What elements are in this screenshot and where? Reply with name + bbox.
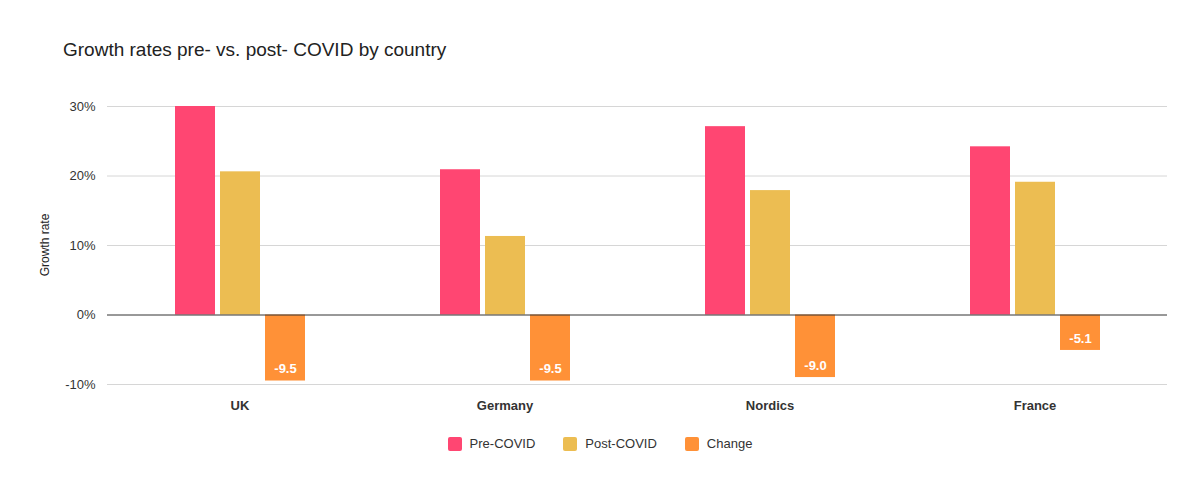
svg-text:0%: 0% <box>77 307 96 322</box>
svg-text:-9.5: -9.5 <box>274 361 296 376</box>
svg-text:10%: 10% <box>69 238 95 253</box>
svg-text:France: France <box>1014 398 1057 413</box>
svg-text:-10%: -10% <box>65 377 96 392</box>
svg-text:UK: UK <box>231 398 250 413</box>
html-text:Growth rates pre- vs. post- CO: Growth rates pre- vs. post- COVID by cou… <box>63 39 447 60</box>
svg-text:-9.0: -9.0 <box>804 358 826 373</box>
svg-text:-5.1: -5.1 <box>1069 331 1091 346</box>
html-text:Change: Change <box>706 436 753 451</box>
svg-text:20%: 20% <box>69 168 95 183</box>
html-text:Post-COVID: Post-COVID <box>585 436 657 451</box>
svg-text:Germany: Germany <box>477 398 534 413</box>
svg-text:-9.5: -9.5 <box>539 361 561 376</box>
html-text:Pre-COVID: Pre-COVID <box>469 436 536 451</box>
html-text:Growth rate: Growth rate <box>38 213 52 277</box>
svg-text:Nordics: Nordics <box>746 398 794 413</box>
svg-text:30%: 30% <box>69 99 95 114</box>
